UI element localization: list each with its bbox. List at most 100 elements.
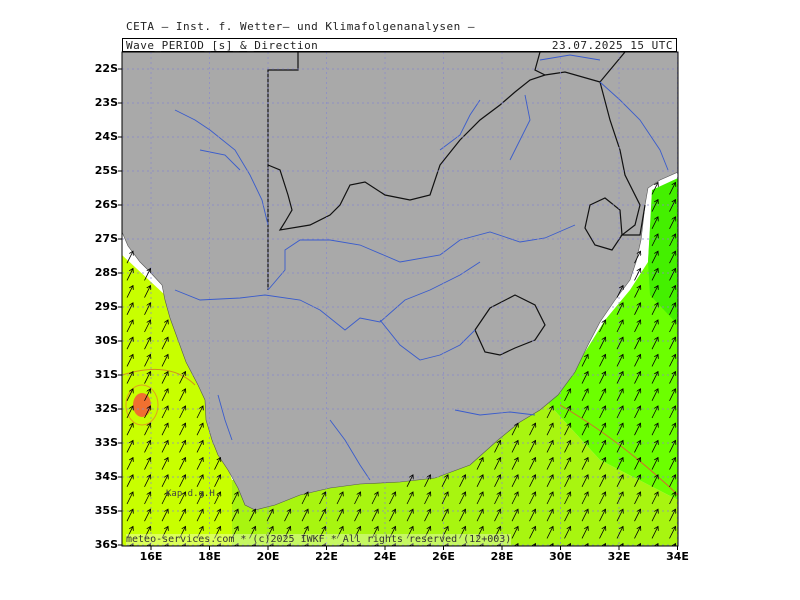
wave-direction-arrow: [161, 423, 168, 436]
wave-direction-arrow: [669, 200, 676, 212]
wave-direction-arrow: [336, 492, 343, 505]
sea-west: [122, 255, 240, 546]
wave-direction-arrow: [196, 423, 203, 436]
wave-direction-arrow: [669, 286, 676, 298]
wave-direction-arrow: [459, 492, 466, 505]
wave-direction-arrow: [634, 509, 641, 522]
wave-direction-arrow: [634, 406, 641, 419]
wave-direction-arrow: [126, 251, 133, 264]
wave-direction-arrow: [599, 509, 606, 522]
wave-direction-arrow: [581, 354, 588, 367]
wave-direction-arrow: [581, 526, 588, 539]
wave-direction-arrow: [616, 286, 623, 298]
wave-direction-arrow: [161, 526, 168, 539]
wave-direction-arrow: [161, 389, 168, 401]
wave-direction-arrow: [616, 509, 623, 522]
wave-direction-arrow: [616, 337, 623, 350]
wave-direction-arrow: [616, 492, 623, 505]
wave-direction-arrow: [144, 423, 151, 436]
wave-direction-arrow: [581, 458, 588, 470]
wave-direction-arrow: [179, 440, 186, 453]
wave-direction-arrow: [511, 423, 518, 436]
wave-direction-arrow: [459, 526, 466, 539]
wave-direction-arrow: [581, 440, 588, 453]
wave-direction-arrow: [529, 509, 536, 522]
wave-direction-arrow: [634, 268, 641, 281]
wave-direction-arrow: [669, 372, 676, 384]
wave-direction-arrow: [651, 200, 658, 212]
wave-direction-arrow: [616, 354, 623, 367]
wave-direction-arrow: [319, 509, 326, 522]
wave-direction-arrow: [494, 509, 501, 522]
wave-direction-arrow: [669, 509, 676, 522]
wave-direction-arrow: [651, 320, 658, 333]
wave-direction-arrow: [266, 509, 273, 522]
wave-direction-arrow: [581, 509, 588, 522]
wave-direction-arrow: [564, 440, 571, 453]
wave-direction-arrow: [179, 372, 186, 384]
wave-direction-arrow: [634, 475, 641, 487]
wave-direction-arrow: [179, 509, 186, 522]
lon-label: 20E: [256, 550, 280, 563]
wave-direction-arrow: [546, 423, 553, 436]
wave-direction-arrow: [581, 492, 588, 505]
wave-direction-arrow: [196, 458, 203, 470]
wave-direction-arrow: [651, 286, 658, 298]
wave-direction-arrow: [319, 492, 326, 505]
lon-label: 18E: [198, 550, 221, 563]
wave-direction-arrow: [669, 337, 676, 350]
wave-direction-arrow: [564, 526, 571, 539]
wave-direction-arrow: [161, 458, 168, 470]
rivers: [174, 54, 669, 481]
wave-direction-arrow: [511, 475, 518, 487]
wave-direction-arrow: [669, 303, 676, 315]
wave-direction-arrow: [546, 440, 553, 453]
wave-direction-arrow: [599, 320, 606, 333]
wave-direction-arrow: [634, 354, 641, 367]
land-mass: [122, 52, 678, 511]
wave-direction-arrow: [634, 251, 641, 264]
wave-direction-arrow: [651, 526, 658, 539]
wave-direction-arrow: [336, 509, 343, 522]
wave-direction-arrow: [564, 389, 571, 401]
wave-direction-arrow: [669, 320, 676, 333]
wave-direction-arrow: [144, 337, 151, 350]
institute-title: CETA — Inst. f. Wetter— und Klimafolgena…: [126, 20, 476, 33]
wave-direction-arrow: [651, 251, 658, 264]
wave-direction-arrow: [581, 406, 588, 419]
wave-direction-arrow: [179, 526, 186, 539]
wave-direction-arrow: [126, 475, 133, 487]
wave-direction-arrow: [144, 389, 151, 401]
wave-direction-arrow: [651, 389, 658, 401]
wave-direction-arrow: [669, 475, 676, 487]
wave-direction-arrow: [196, 492, 203, 505]
wave-direction-arrow: [144, 268, 151, 281]
wave-direction-arrow: [126, 458, 133, 470]
wave-direction-arrow: [424, 475, 431, 487]
wave-direction-arrow: [196, 475, 203, 487]
wave-direction-arrow: [599, 475, 606, 487]
wave-direction-arrow: [634, 492, 641, 505]
wave-direction-arrow: [161, 372, 168, 384]
wave-direction-arrow: [529, 475, 536, 487]
wave-direction-arrow: [144, 526, 151, 539]
wave-direction-arrow: [669, 526, 676, 539]
wave-direction-arrow: [179, 423, 186, 436]
lat-label: 26S: [94, 198, 118, 211]
wave-direction-arrow: [354, 526, 361, 539]
wave-direction-arrow: [389, 526, 396, 539]
wave-direction-arrow: [651, 268, 658, 281]
wave-direction-arrow: [529, 492, 536, 505]
wave-direction-arrow: [651, 234, 658, 247]
wave-direction-arrow: [616, 406, 623, 419]
wave-direction-arrow: [284, 509, 291, 522]
wave-direction-arrow: [599, 354, 606, 367]
wave-direction-arrow: [546, 475, 553, 487]
wave-direction-arrow: [126, 268, 133, 281]
wave-direction-arrow: [126, 389, 133, 401]
wave-direction-arrow: [669, 406, 676, 419]
map-frame: [121, 51, 679, 547]
wave-direction-arrow: [161, 320, 168, 333]
wave-direction-arrow: [196, 509, 203, 522]
wave-direction-arrow: [651, 423, 658, 436]
